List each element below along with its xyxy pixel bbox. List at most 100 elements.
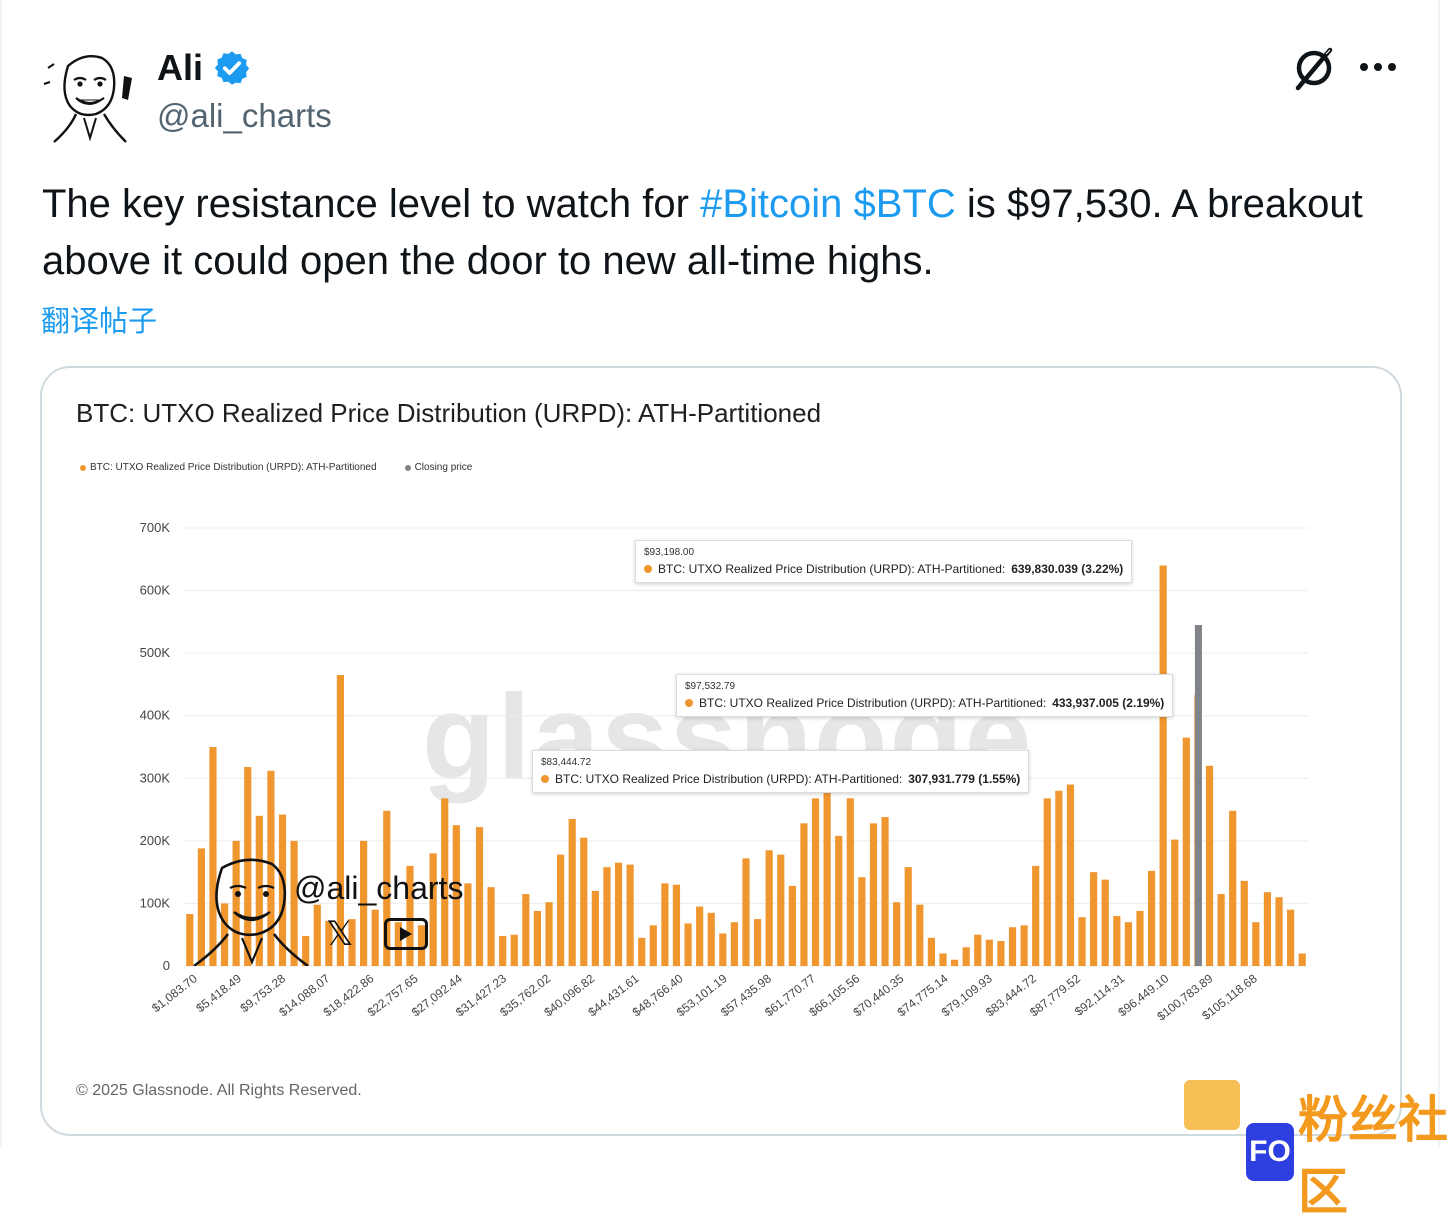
verified-badge-icon bbox=[214, 51, 250, 85]
author-handle[interactable]: @ali_charts bbox=[157, 97, 332, 134]
more-dots-icon[interactable] bbox=[1356, 52, 1400, 82]
chart-bar bbox=[904, 867, 912, 966]
chart-bar bbox=[209, 747, 217, 966]
tooltip-97532: $97,532.79 BTC: UTXO Realized Price Dist… bbox=[676, 674, 1174, 717]
tooltip-dot bbox=[644, 565, 652, 573]
chart-legend: BTC: UTXO Realized Price Distribution (U… bbox=[80, 462, 472, 473]
tooltip-value: 639,830.039 (3.22%) bbox=[1011, 562, 1124, 576]
chart-bar bbox=[464, 883, 472, 966]
chart-bar bbox=[719, 933, 727, 966]
author-display-name[interactable]: Ali bbox=[157, 47, 204, 88]
tooltip-93198: $93,198.00 BTC: UTXO Realized Price Dist… bbox=[635, 540, 1133, 583]
chart-bar bbox=[858, 877, 866, 966]
chart-bar bbox=[441, 798, 449, 966]
chart-bar bbox=[800, 823, 808, 966]
chart-bar bbox=[1229, 810, 1237, 966]
chart-bar bbox=[1090, 872, 1098, 966]
tooltip-price: $97,532.79 bbox=[685, 681, 736, 692]
chart-bar bbox=[417, 925, 426, 966]
chart-bar bbox=[545, 902, 553, 966]
right-border bbox=[1438, 0, 1440, 1147]
tooltip-price: $93,198.00 bbox=[644, 547, 695, 558]
chart-bar bbox=[475, 827, 484, 966]
chart-bar bbox=[696, 906, 704, 966]
chart-bar bbox=[742, 858, 750, 966]
corner-watermark-text: 粉丝社区 bbox=[1298, 1091, 1449, 1221]
chart-bar bbox=[603, 867, 611, 966]
chart-bar bbox=[1136, 910, 1144, 966]
chart-bar bbox=[1043, 798, 1051, 966]
chart-bar bbox=[499, 935, 507, 966]
overlay-handle: @ali_charts bbox=[294, 870, 464, 906]
chart-bar bbox=[1020, 925, 1028, 966]
y-tick-label: 0 bbox=[163, 958, 170, 973]
chart-bar bbox=[220, 903, 229, 966]
chart-bar bbox=[267, 770, 275, 966]
chart-bar bbox=[313, 904, 321, 966]
tooltip-price: $83,444.72 bbox=[541, 757, 592, 768]
legend-label-urpd: BTC: UTXO Realized Price Distribution (U… bbox=[90, 462, 377, 473]
x-tick-label: $1,083.70 bbox=[149, 971, 200, 1015]
chart-bar bbox=[811, 798, 820, 966]
overlay-avatar-sketch bbox=[193, 858, 309, 966]
chart-bar bbox=[1205, 765, 1214, 966]
y-tick-label: 500K bbox=[140, 645, 171, 660]
author-name-row: Ali bbox=[157, 46, 251, 90]
chart-bar bbox=[1008, 927, 1017, 966]
tooltip-83444: $83,444.72 BTC: UTXO Realized Price Dist… bbox=[532, 750, 1030, 793]
chart-bar bbox=[232, 840, 240, 966]
chart-bar bbox=[522, 894, 530, 966]
chart-bar bbox=[638, 937, 646, 966]
chart-bar bbox=[1101, 879, 1109, 966]
chart-bar bbox=[626, 864, 634, 966]
closing-price-bar bbox=[1194, 624, 1202, 966]
chart-bar bbox=[348, 919, 356, 966]
chart-bar bbox=[360, 840, 368, 966]
y-tick-label: 200K bbox=[140, 833, 171, 848]
chart-bar bbox=[684, 923, 692, 966]
chart-bar bbox=[580, 837, 588, 966]
x-tick-label: $5,418.49 bbox=[193, 971, 244, 1015]
cashtag-link[interactable]: $BTC bbox=[853, 182, 956, 226]
tooltip-value: 307,931.779 (1.55%) bbox=[908, 772, 1021, 786]
tooltip-value: 433,937.005 (2.19%) bbox=[1052, 696, 1165, 710]
author-avatar[interactable] bbox=[40, 48, 140, 144]
tweet-text-part2: is $97,530. A breakout above it could op… bbox=[42, 182, 1363, 283]
tooltip-label: BTC: UTXO Realized Price Distribution (U… bbox=[699, 696, 1047, 710]
chart-bar bbox=[290, 840, 298, 966]
chart-bar bbox=[394, 922, 402, 966]
chart-bar bbox=[591, 890, 599, 966]
y-tick-label: 600K bbox=[140, 583, 171, 598]
chart-bar bbox=[186, 914, 194, 966]
chart-bar bbox=[1287, 909, 1295, 966]
chart-bar bbox=[649, 925, 657, 966]
hashtag-link[interactable]: #Bitcoin bbox=[700, 182, 843, 226]
tweet-text-part1: The key resistance level to watch for bbox=[42, 182, 701, 226]
chart-bar bbox=[1252, 922, 1260, 966]
chart-bar bbox=[487, 887, 495, 966]
chart-bar bbox=[916, 904, 924, 966]
chart-bar bbox=[452, 825, 460, 966]
legend-dot-urpd bbox=[80, 464, 86, 471]
chart-bar bbox=[939, 953, 947, 966]
chart-bar bbox=[325, 920, 333, 966]
chart-bar bbox=[661, 883, 669, 966]
translate-post-link[interactable]: 翻译帖子 bbox=[41, 306, 158, 338]
chart-plot: 0 100K 200K 300K 400K 500K 600K 700K $1,083.70$5… bbox=[140, 520, 1308, 1023]
y-tick-label: 100K bbox=[140, 895, 171, 910]
chart-bar bbox=[950, 959, 959, 966]
legend-item-urpd: BTC: UTXO Realized Price Distribution (U… bbox=[80, 462, 377, 473]
tweet-media-chart[interactable]: glassnode BTC: UTXO Realized Price Distr… bbox=[40, 366, 1402, 1136]
chart-bar bbox=[985, 939, 993, 966]
chart-bar bbox=[614, 862, 623, 966]
chart-bar bbox=[869, 823, 878, 966]
chart-bar bbox=[1240, 880, 1248, 966]
tweet-space bbox=[842, 182, 853, 226]
chart-bar bbox=[1275, 897, 1283, 966]
chart-bar bbox=[429, 853, 437, 966]
chart-bar bbox=[788, 885, 796, 966]
chart-bar bbox=[1124, 922, 1132, 966]
chart-bar bbox=[383, 810, 391, 966]
grok-icon[interactable] bbox=[1290, 44, 1338, 92]
y-tick-label: 700K bbox=[140, 520, 171, 535]
